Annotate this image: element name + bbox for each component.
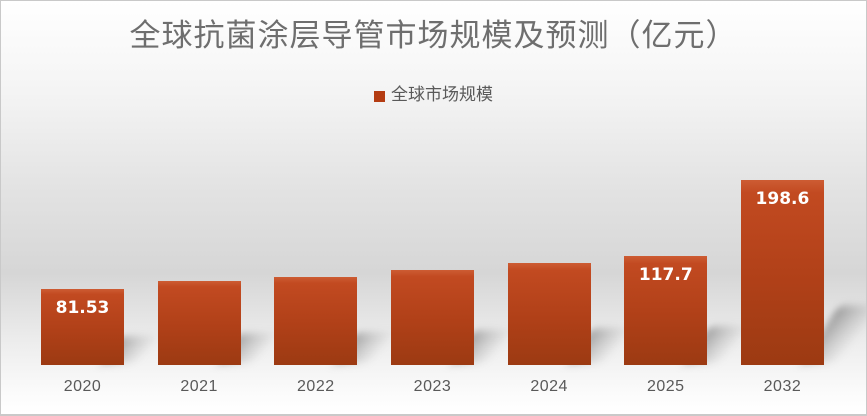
bar-value-label: 117.7 bbox=[638, 265, 693, 285]
legend: 全球市场规模 bbox=[1, 85, 866, 105]
x-axis-label: 2032 bbox=[763, 378, 802, 395]
bar bbox=[157, 281, 241, 365]
bar-group: 2021 bbox=[157, 140, 286, 395]
x-axis-label: 2021 bbox=[180, 378, 218, 395]
bar-value-label: 198.6 bbox=[755, 189, 810, 209]
bar-group: 2024 bbox=[507, 140, 639, 395]
bar: 117.7 bbox=[624, 256, 708, 365]
chart-title: 全球抗菌涂层导管市场规模及预测（亿元） bbox=[129, 18, 738, 53]
x-axis-label: 2022 bbox=[297, 378, 335, 395]
bar bbox=[390, 270, 474, 365]
x-axis-label: 2024 bbox=[530, 378, 568, 395]
bar: 81.53 bbox=[41, 289, 124, 365]
x-axis-label: 2023 bbox=[413, 378, 452, 395]
legend-label: 全球市场规模 bbox=[391, 85, 493, 104]
bar-value-label: 81.53 bbox=[55, 298, 110, 318]
plot-area: 81.53 2020 2021 2022 2023 2024 117.7 2025 198.6 2… bbox=[41, 140, 866, 395]
bar-group: 198.6 2032 bbox=[740, 140, 866, 395]
x-axis-label: 2025 bbox=[646, 378, 685, 395]
bar-group: 2023 bbox=[390, 140, 521, 395]
bar-group: 2022 bbox=[274, 140, 403, 395]
bar bbox=[507, 263, 591, 365]
bar-group: 117.7 2025 bbox=[624, 140, 757, 395]
bar-group: 81.53 2020 bbox=[41, 140, 167, 395]
bar: 198.6 bbox=[740, 180, 824, 365]
bar bbox=[274, 277, 358, 365]
x-axis-label: 2020 bbox=[63, 378, 102, 395]
legend-swatch-icon bbox=[374, 90, 385, 102]
